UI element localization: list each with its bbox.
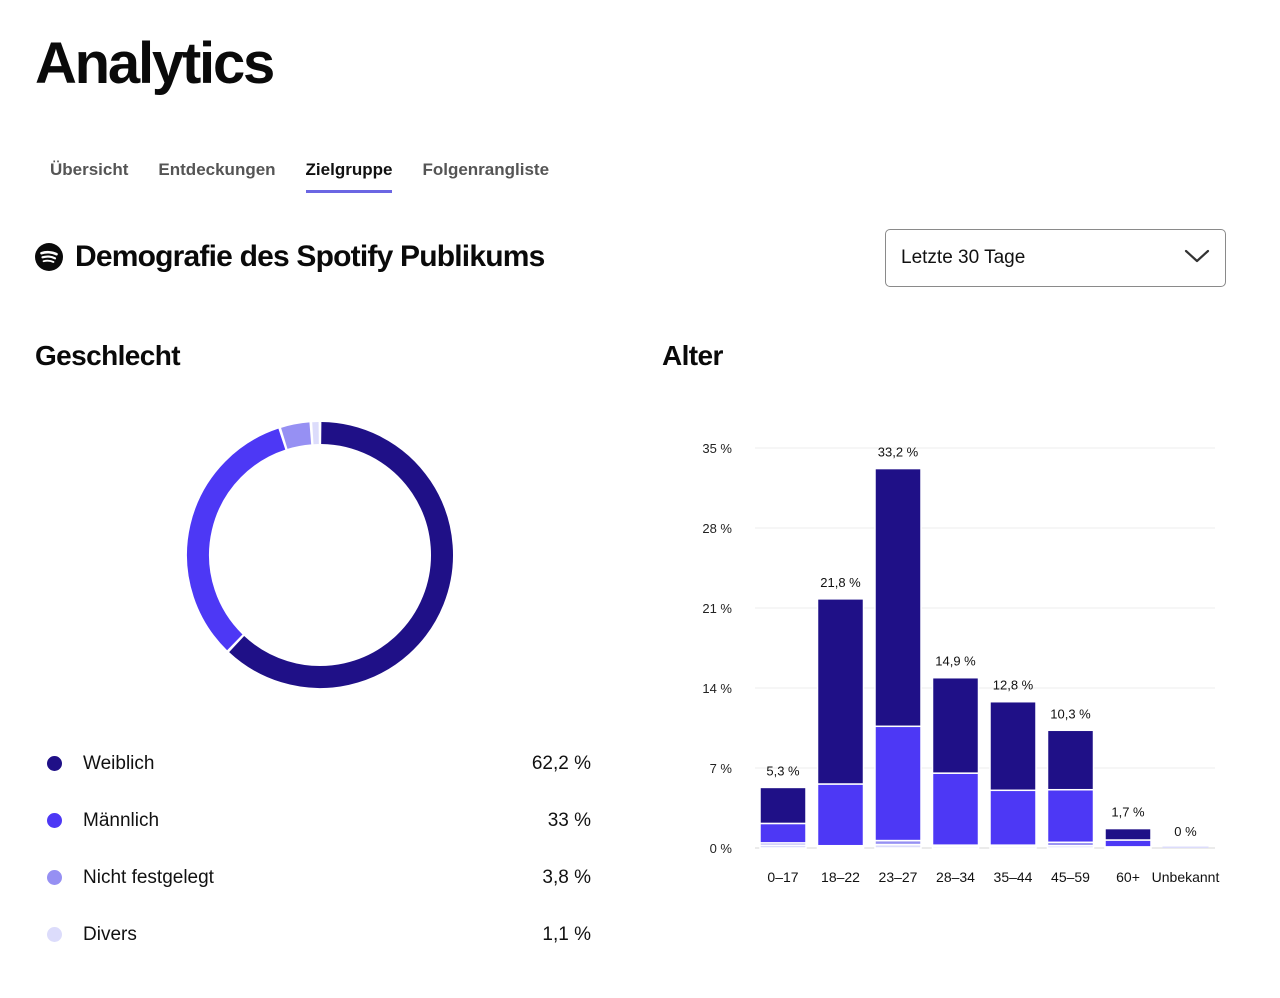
x-tick-label: Unbekannt [1152,869,1220,885]
x-tick-label: 18–22 [821,869,860,885]
gender-legend: Weiblich 62,2 % Männlich 33 % Nicht fest… [45,735,591,963]
tab-folgenrangliste[interactable]: Folgenrangliste [422,160,550,179]
gender-donut-chart [187,422,453,688]
bar-segment [816,783,865,847]
legend-value: 3,8 % [542,866,591,888]
bar-value-label: 10,3 % [1050,706,1091,721]
age-title: Alter [662,340,723,371]
bar-segment [816,598,865,785]
tab-bar: Übersicht Entdeckungen Zielgruppe Folgen… [50,160,549,193]
age-bar-chart: 0 % 7 % 14 % 21 % 28 % 35 % 5,3 % 0–17 21,8 % 18–… [702,441,1220,885]
chevron-down-icon [1184,248,1210,269]
legend-row-nicht-festgelegt: Nicht festgelegt 3,8 % [45,849,591,906]
legend-dot-weiblich [47,756,62,771]
section-header: Demografie des Spotify Publikums [35,240,545,274]
legend-value: 1,1 % [542,923,591,945]
x-tick-label: 28–34 [936,869,975,885]
bar-value-label: 21,8 % [820,575,861,590]
x-tick-label: 35–44 [994,869,1033,885]
tab-zielgruppe[interactable]: Zielgruppe [305,160,393,193]
donut-slice-1 [187,428,286,651]
y-tick-label: 28 % [702,521,732,536]
gender-title: Geschlecht [35,340,181,371]
legend-dot-nicht-festgelegt [47,870,62,885]
bar-value-label: 33,2 % [878,445,919,460]
donut-slice-0 [229,422,453,688]
legend-row-weiblich: Weiblich 62,2 % [45,735,591,792]
bar-value-label: 12,8 % [993,678,1034,693]
legend-row-divers: Divers 1,1 % [45,906,591,963]
bar-value-label: 0 % [1174,824,1197,839]
bar-value-label: 1,7 % [1111,805,1145,820]
legend-label: Männlich [83,809,160,831]
bar-segment [931,772,980,846]
tab-uebersicht[interactable]: Übersicht [50,160,129,179]
x-tick-label: 23–27 [879,869,918,885]
bar-value-label: 14,9 % [935,654,976,669]
date-range-select[interactable]: Letzte 30 Tage [885,229,1226,287]
y-tick-label: 0 % [710,841,733,856]
x-tick-label: 0–17 [767,869,798,885]
bar-segment [759,786,807,825]
x-tick-label: 60+ [1116,869,1140,885]
bar-segment [931,676,980,774]
section-title: Demografie des Spotify Publikums [75,240,545,273]
date-range-value: Letzte 30 Tage [901,247,1026,268]
bar-segment [989,789,1037,846]
bar-segment [989,700,1037,792]
spotify-icon [35,243,63,271]
bar-segment [874,467,922,728]
donut-slice-2 [281,422,312,449]
y-tick-label: 7 % [710,761,733,776]
y-tick-label: 21 % [702,601,732,616]
y-tick-label: 35 % [702,441,732,456]
legend-dot-maennlich [47,813,62,828]
bar-segment [874,725,922,842]
page-title: Analytics [35,31,275,96]
bar-value-label: 5,3 % [766,763,800,778]
legend-value: 62,2 % [531,752,591,774]
legend-dot-divers [47,927,62,942]
legend-label: Nicht festgelegt [83,866,214,888]
bar-segment [759,822,807,844]
legend-label: Weiblich [83,752,155,774]
legend-label: Divers [83,923,137,945]
legend-value: 33 % [547,809,591,831]
bar-segment [1104,827,1152,841]
bar-segment [1162,846,1209,848]
x-tick-label: 45–59 [1051,869,1090,885]
bar-segment [1104,839,1152,848]
legend-row-maennlich: Männlich 33 % [45,792,591,849]
tab-entdeckungen[interactable]: Entdeckungen [158,160,276,179]
bar-segment [1046,788,1095,844]
y-tick-label: 14 % [702,681,732,696]
bar-segment [1046,729,1095,791]
